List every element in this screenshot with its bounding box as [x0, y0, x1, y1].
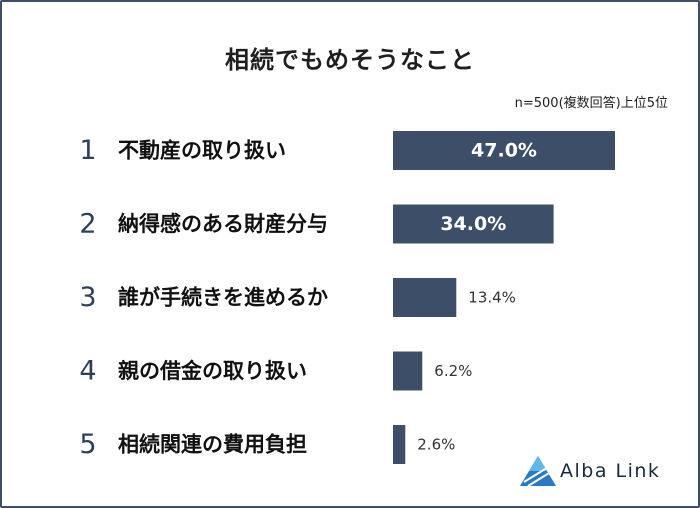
category-label: 親の借金の取り扱い: [118, 359, 307, 383]
logo-text: Alba Link: [560, 460, 661, 482]
alba-link-logo: Alba Link: [518, 454, 678, 490]
rank-number: 5: [79, 429, 96, 460]
sample-note: n=500(複数回答)上位5位: [514, 96, 668, 111]
category-label: 不動産の取り扱い: [118, 139, 286, 163]
bar: [393, 278, 457, 317]
value-label: 34.0%: [440, 213, 506, 235]
rank-number: 1: [79, 135, 96, 166]
rank-number: 4: [79, 356, 96, 387]
alba-link-triangle-logo-icon: [520, 456, 556, 487]
category-label: 納得感のある財産分与: [118, 212, 328, 236]
bar: [393, 204, 554, 244]
rank-number: 3: [79, 282, 96, 313]
bar: [393, 131, 615, 170]
bar: [393, 425, 406, 464]
category-label: 誰が手続きを進めるか: [118, 286, 328, 310]
bar: [393, 351, 423, 391]
value-label: 6.2%: [434, 362, 472, 380]
chart-title: 相続でもめそうなこと: [225, 46, 475, 74]
category-label: 相続関連の費用負担: [118, 433, 307, 457]
rank-number: 2: [79, 209, 96, 240]
value-label: 47.0%: [471, 140, 537, 162]
value-label: 2.6%: [417, 436, 455, 454]
value-label: 13.4%: [468, 289, 516, 307]
